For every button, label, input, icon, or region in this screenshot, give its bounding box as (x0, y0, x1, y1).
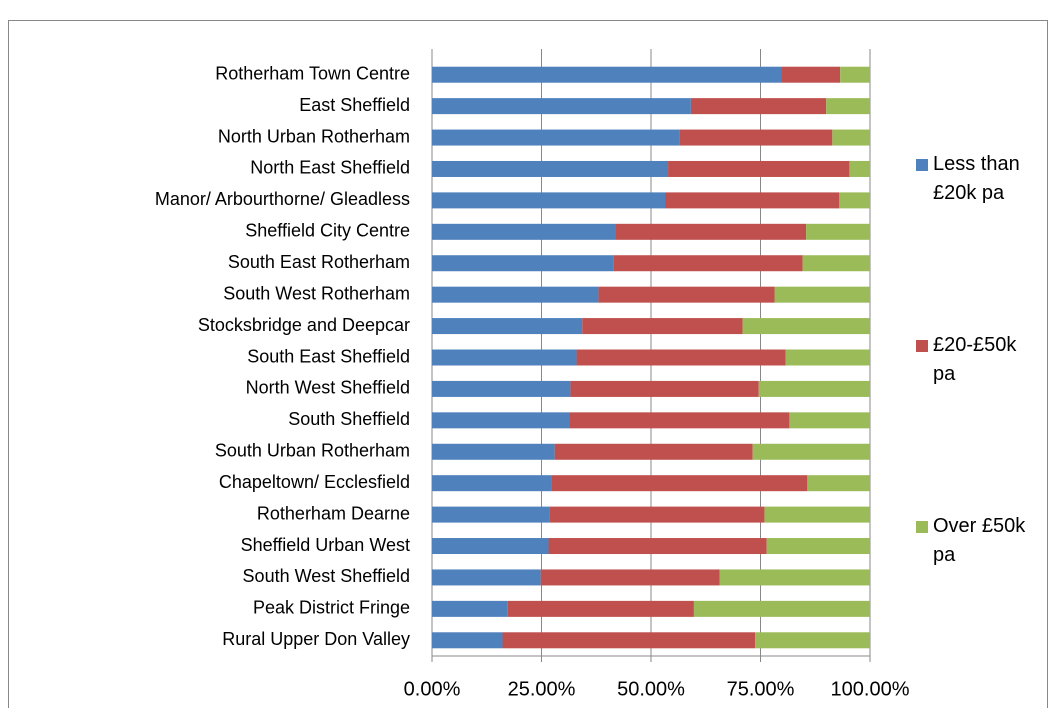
legend-swatch (916, 521, 928, 533)
x-tick-label: 25.00% (508, 678, 576, 700)
bar-segment (840, 66, 870, 83)
y-tick-label: North Urban Rotherham (218, 126, 410, 146)
bar-segment (764, 506, 870, 523)
legend-label: Less than £20k pa (933, 153, 1020, 204)
bar-segment (432, 569, 541, 586)
bar-segment (755, 632, 870, 649)
bar-segment (432, 632, 503, 649)
y-tick-label: North West Sheffield (246, 378, 410, 398)
legend-item: Over £50k pa (916, 512, 1028, 570)
bar-segment (576, 349, 786, 366)
bar-segment (432, 380, 571, 397)
bar-segment (806, 223, 870, 240)
legend-item: Less than £20k pa (916, 150, 1028, 208)
bar-segment (598, 286, 775, 303)
bar-segment (432, 506, 550, 523)
y-tick-label: South Urban Rotherham (215, 441, 410, 461)
x-tick-label: 0.00% (404, 678, 461, 700)
bar-segment (781, 66, 841, 83)
bar-segment (679, 129, 833, 146)
bar-segment (432, 475, 552, 492)
y-tick-label: Chapeltown/ Ecclesfield (219, 472, 410, 492)
bar-segment (774, 286, 870, 303)
bar-segment (432, 318, 583, 335)
bar-segment (432, 98, 691, 115)
bar-segment (690, 98, 827, 115)
y-tick-label: Rotherham Dearne (257, 503, 410, 523)
bar-segment (668, 160, 850, 177)
bar-segment (507, 600, 694, 617)
bar-segment (548, 538, 767, 555)
y-tick-label: Manor/ Arbourthorne/ Gleadless (155, 189, 410, 209)
bar-segment (752, 443, 870, 460)
y-tick-label: Peak District Fringe (253, 598, 410, 618)
y-tick-label: South East Sheffield (247, 346, 410, 366)
bar-segment (540, 569, 720, 586)
bar-segment (693, 600, 870, 617)
bar-segment (839, 192, 870, 209)
bar-segment (785, 349, 870, 366)
y-tick-label: Rotherham Town Centre (215, 63, 410, 83)
bar-segment (432, 223, 616, 240)
bar-segment (432, 129, 680, 146)
bar-segment (432, 255, 614, 272)
bar-segment (807, 475, 870, 492)
y-tick-label: North East Sheffield (250, 158, 410, 178)
bar-segment (613, 255, 803, 272)
bar-segment (569, 412, 790, 429)
x-tick-label: 100.00% (831, 678, 910, 700)
y-tick-label: East Sheffield (299, 95, 410, 115)
bar-segment (719, 569, 870, 586)
bar-segment (432, 160, 669, 177)
y-tick-label: South Sheffield (288, 409, 410, 429)
bar-segment (551, 475, 808, 492)
legend-item: £20-£50k pa (916, 331, 1028, 389)
y-tick-label: Rural Upper Don Valley (222, 629, 410, 649)
bar-segment (615, 223, 807, 240)
bar-segment (432, 600, 508, 617)
x-tick-label: 50.00% (617, 678, 685, 700)
bar-segment (432, 66, 782, 83)
bar-segment (432, 412, 570, 429)
bar-segment (432, 349, 577, 366)
y-tick-label: South West Rotherham (223, 283, 410, 303)
bar-segment (758, 380, 870, 397)
bar-segment (432, 286, 599, 303)
legend-swatch (916, 340, 928, 352)
bar-segment (432, 192, 666, 209)
y-tick-label: Stocksbridge and Deepcar (198, 315, 410, 335)
bar-segment (802, 255, 870, 272)
bar-segment (826, 98, 870, 115)
chart-border (8, 20, 1048, 708)
y-tick-label: South West Sheffield (243, 566, 410, 586)
legend-swatch (916, 159, 928, 171)
bar-segment (742, 318, 870, 335)
legend-label: £20-£50k pa (933, 334, 1017, 385)
bar-segment (432, 538, 549, 555)
bar-segment (832, 129, 870, 146)
bar-segment (432, 443, 555, 460)
bar-segment (554, 443, 753, 460)
y-tick-label: South East Rotherham (228, 252, 410, 272)
bar-segment (766, 538, 870, 555)
bar-segment (849, 160, 870, 177)
bar-segment (570, 380, 759, 397)
y-tick-label: Sheffield Urban West (241, 535, 410, 555)
bar-segment (665, 192, 840, 209)
bar-segment (549, 506, 765, 523)
bar-segment (582, 318, 743, 335)
bar-segment (789, 412, 870, 429)
y-tick-label: Sheffield City Centre (245, 221, 410, 241)
x-tick-label: 75.00% (727, 678, 795, 700)
legend-label: Over £50k pa (933, 515, 1026, 566)
bar-segment (502, 632, 756, 649)
